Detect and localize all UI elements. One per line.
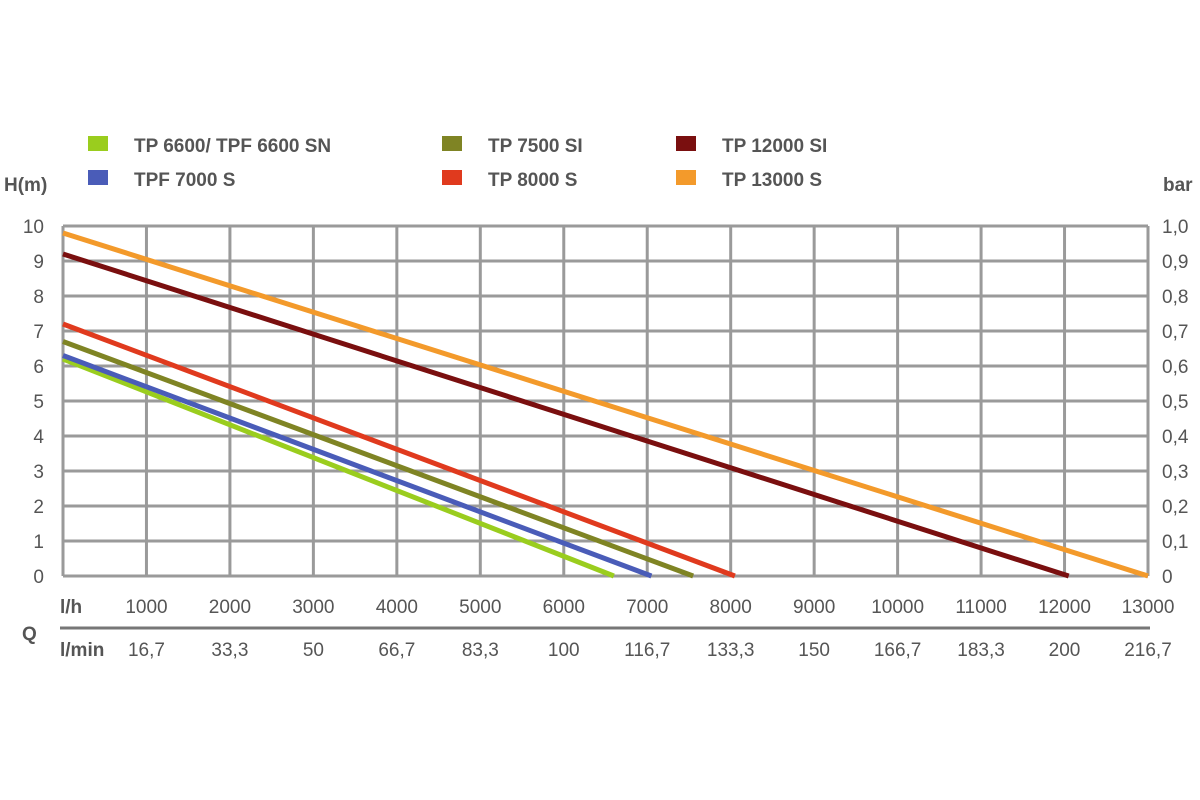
legend-label: TP 8000 S	[488, 170, 577, 191]
series-line-1	[62, 353, 653, 579]
legend-label: TP 6600/ TPF 6600 SN	[134, 136, 331, 157]
y2-tick-label: 0,5	[1162, 392, 1188, 413]
x2-tick-label: 50	[303, 640, 324, 661]
y-tick-label: 9	[33, 252, 44, 273]
y-tick-label: 7	[33, 322, 44, 343]
y2-tick-label: 0,6	[1162, 357, 1188, 378]
y2-tick-label: 0,4	[1162, 427, 1189, 448]
x2-tick-label: 133,3	[707, 640, 755, 661]
y-tick-label: 8	[33, 287, 44, 308]
x2-tick-label: 183,3	[957, 640, 1005, 661]
series-line-4	[62, 251, 1070, 579]
y2-tick-label: 0,9	[1162, 252, 1188, 273]
x-tick-label: 3000	[292, 597, 334, 618]
y-tick-label: 5	[33, 392, 44, 413]
legend-swatch	[88, 170, 108, 185]
series-lines	[62, 230, 1149, 579]
legend-swatch	[88, 136, 108, 151]
legend-label: TPF 7000 S	[134, 170, 235, 191]
legend-swatch	[442, 170, 462, 185]
y2-tick-label: 0,3	[1162, 462, 1188, 483]
y-tick-label: 2	[33, 497, 44, 518]
x-tick-label: 11000	[955, 597, 1006, 618]
tick-labels: 0 0 1 0,1 2 0,2 3 0,3 4 0,4 5 0,5 6 0,6 7 0,7 8 0,8 9 0,9 10…	[23, 217, 1189, 661]
x-tick-label: 10000	[871, 597, 924, 618]
x2-tick-label: 166,7	[874, 640, 922, 661]
y2-tick-label: 0,1	[1162, 532, 1188, 553]
x2-tick-label: 33,3	[211, 640, 248, 661]
x-tick-label: 12000	[1038, 597, 1091, 618]
x-tick-label: 8000	[710, 597, 752, 618]
x-tick-label: 5000	[459, 597, 501, 618]
x-unit-secondary: l/min	[60, 640, 104, 661]
y2-tick-label: 0	[1162, 567, 1173, 588]
x2-tick-label: 200	[1049, 640, 1081, 661]
x-unit-primary: l/h	[60, 597, 82, 618]
x-tick-label: 13000	[1122, 597, 1175, 618]
y2-tick-label: 1,0	[1162, 217, 1188, 238]
x2-tick-label: 100	[548, 640, 580, 661]
x2-tick-label: 66,7	[378, 640, 415, 661]
legend-swatch	[442, 136, 462, 151]
x-tick-label: 2000	[209, 597, 251, 618]
x-tick-label: 1000	[125, 597, 167, 618]
y-tick-label: 0	[33, 567, 44, 588]
y-tick-label: 1	[33, 532, 44, 553]
x2-tick-label: 83,3	[462, 640, 499, 661]
y2-tick-label: 0,8	[1162, 287, 1188, 308]
y-tick-label: 10	[23, 217, 44, 238]
series-line-5	[62, 230, 1149, 579]
y-axis-label: H(m)	[4, 175, 47, 196]
series-line-2	[62, 339, 695, 579]
x2-tick-label: 216,7	[1124, 640, 1172, 661]
x-tick-label: 9000	[793, 597, 835, 618]
legend-swatch	[676, 136, 696, 151]
y2-axis-label: bar	[1163, 175, 1193, 196]
legend-label: TP 12000 SI	[722, 136, 827, 157]
legend-swatch	[676, 170, 696, 185]
series-line-3	[62, 321, 736, 579]
y2-tick-label: 0,7	[1162, 322, 1188, 343]
legend-label: TP 13000 S	[722, 170, 822, 191]
x2-tick-label: 150	[798, 640, 830, 661]
x-tick-label: 6000	[543, 597, 585, 618]
y-tick-label: 6	[33, 357, 44, 378]
legend-label: TP 7500 SI	[488, 136, 583, 157]
x-axis-label: Q	[22, 624, 37, 645]
x-tick-label: 7000	[626, 597, 668, 618]
y2-tick-label: 0,2	[1162, 497, 1188, 518]
x-tick-label: 4000	[376, 597, 418, 618]
y-tick-label: 3	[33, 462, 44, 483]
series-line-0	[62, 356, 615, 579]
y-tick-label: 4	[33, 427, 44, 448]
x2-tick-label: 16,7	[128, 640, 165, 661]
x2-tick-label: 116,7	[624, 640, 670, 661]
legend: TP 6600/ TPF 6600 SN TP 7500 SI TP 12000 S…	[88, 136, 827, 191]
